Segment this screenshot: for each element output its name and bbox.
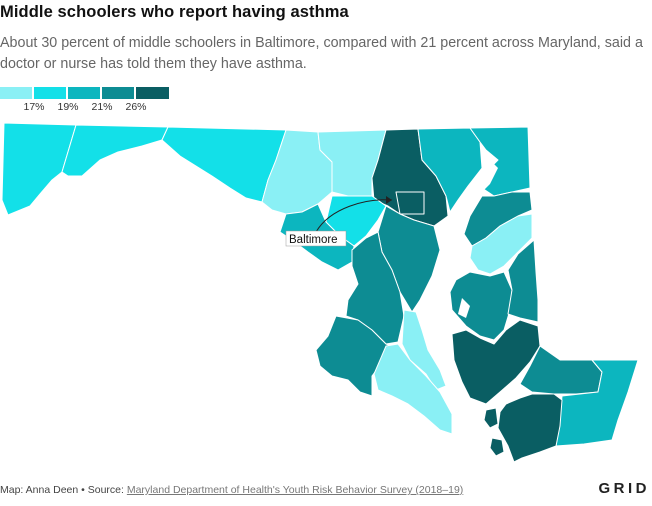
baltimore-annotation-arrow <box>315 199 393 233</box>
county-dorchester <box>451 319 541 405</box>
legend-swatch-5 <box>136 87 169 99</box>
county-prince-georges <box>345 231 405 345</box>
baltimore-arrow-head <box>386 196 392 204</box>
credit-text: Map: Anna Deen • Source: <box>0 484 127 496</box>
legend-label-26: 26% <box>125 101 147 113</box>
grid-logo: GRID <box>598 480 650 497</box>
legend-swatch-4 <box>102 87 134 99</box>
chart-title: Middle schoolers who report having asthm… <box>0 3 349 21</box>
county-somerset-island <box>489 437 505 457</box>
legend-label-21: 21% <box>91 101 113 113</box>
county-baltimore-city <box>395 191 425 215</box>
county-worcester <box>555 359 639 447</box>
county-charles <box>315 315 397 397</box>
baltimore-label: Baltimore <box>289 234 338 246</box>
county-queen-annes <box>469 213 533 275</box>
legend-label-17: 17% <box>23 101 45 113</box>
county-caroline <box>507 239 539 323</box>
county-somerset <box>497 393 563 463</box>
county-calvert <box>401 309 447 391</box>
source-link[interactable]: Maryland Department of Health's Youth Ri… <box>126 484 464 496</box>
county-talbot <box>449 271 513 341</box>
legend-swatch-1 <box>0 87 32 99</box>
baltimore-label-box <box>285 230 347 247</box>
chesapeake-bay <box>430 160 498 356</box>
bay-inlet <box>458 298 470 318</box>
legend-swatch-3 <box>68 87 100 99</box>
chart-subtitle: About 30 percent of middle schoolers in … <box>0 35 643 72</box>
county-allegany <box>61 124 169 177</box>
legend-swatch-2 <box>34 87 66 99</box>
legend-label-19: 19% <box>57 101 79 113</box>
county-dorchester-island <box>483 407 499 429</box>
footer-credit: Map: Anna Deen • Source: Maryland Depart… <box>0 484 463 496</box>
maryland-county-map: Baltimore <box>1 122 639 463</box>
county-st-marys <box>373 343 453 435</box>
